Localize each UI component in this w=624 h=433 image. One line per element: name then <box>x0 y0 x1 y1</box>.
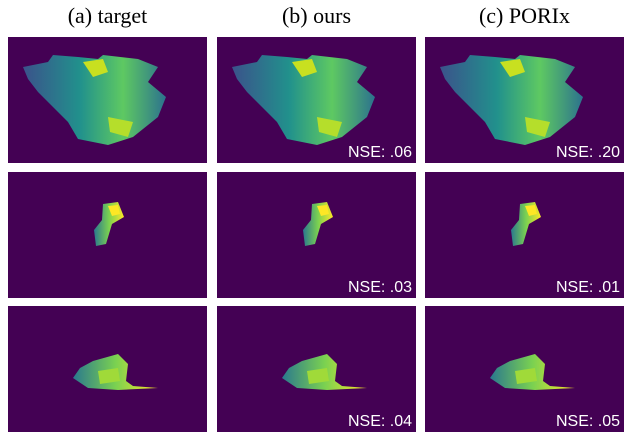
panel: NSE: .03 <box>217 172 416 298</box>
panel: NSE: .20 <box>425 37 624 163</box>
blob <box>525 205 537 216</box>
nse-label: NSE: .06 <box>348 144 412 161</box>
blob <box>98 368 120 384</box>
blob <box>292 59 317 77</box>
blob <box>108 117 133 137</box>
nse-label: NSE: .05 <box>556 413 620 430</box>
nse-label: NSE: .04 <box>348 413 412 430</box>
blob <box>108 205 120 216</box>
panel <box>8 306 207 432</box>
nse-label: NSE: .03 <box>348 279 412 296</box>
blob <box>500 59 525 77</box>
blob <box>317 117 342 137</box>
blob <box>525 117 550 137</box>
nse-label: NSE: .20 <box>556 144 620 161</box>
nse-label: NSE: .01 <box>556 279 620 296</box>
blob <box>83 59 108 77</box>
blob <box>515 368 537 384</box>
panel: NSE: .06 <box>217 37 416 163</box>
panel <box>8 172 207 298</box>
column-header: (c) PORIx <box>479 3 570 28</box>
panel: NSE: .04 <box>217 306 416 432</box>
column-header: (a) target <box>68 3 148 28</box>
column-header: (b) ours <box>282 3 351 28</box>
panel <box>8 37 207 163</box>
panel: NSE: .05 <box>425 306 624 432</box>
blob <box>307 368 329 384</box>
blob <box>317 205 329 216</box>
panel: NSE: .01 <box>425 172 624 298</box>
